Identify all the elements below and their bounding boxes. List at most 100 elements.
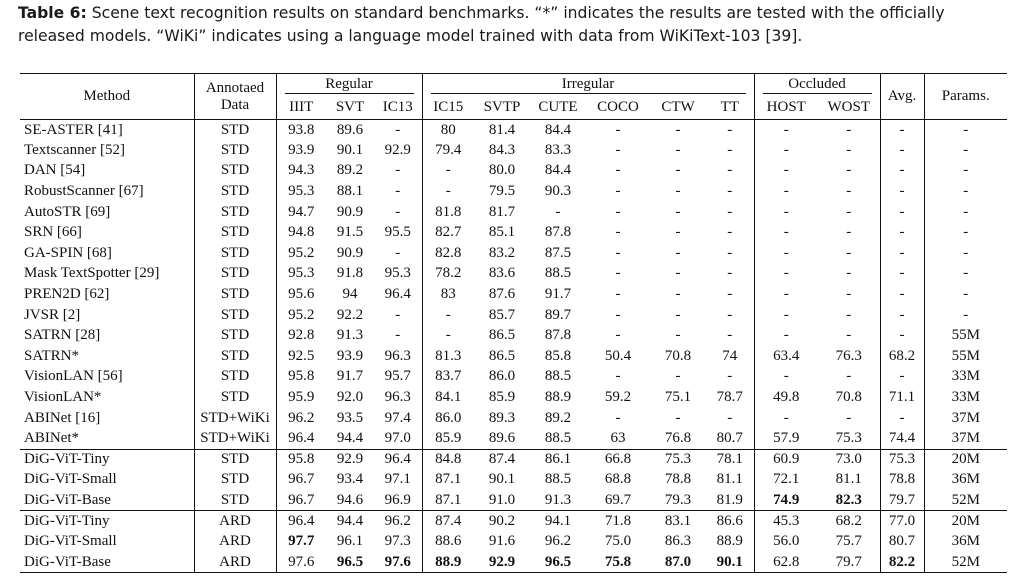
cell-params: - — [963, 286, 969, 303]
cell-method: VisionLAN [56] — [20, 366, 195, 388]
cell-params: 36M — [951, 533, 980, 550]
table-row: DiG-ViT-Base ARD 97.6 96.5 97.6 88.9 92.9 96.5 7… — [20, 551, 1007, 574]
cell-cute: 96.5 — [530, 551, 586, 574]
cell-cute: 96.2 — [544, 533, 572, 550]
cell-host: - — [783, 368, 789, 385]
cell-wost: - — [818, 160, 881, 182]
cell-iiit: 96.4 — [276, 510, 326, 532]
cell-avg: 82.2 — [880, 551, 925, 574]
header-col-ic15: IC15 — [433, 98, 464, 115]
cell-svt: 89.2 — [336, 162, 364, 179]
cell-svt: 93.5 — [336, 409, 364, 426]
cell-data: STD — [194, 222, 277, 244]
cell-cute: 89.7 — [544, 306, 572, 323]
cell-data: STD — [194, 448, 277, 470]
cell-data: STD — [194, 160, 277, 182]
cell-host: - — [783, 306, 789, 323]
cell-tt: 88.9 — [706, 531, 755, 552]
cell-wost: - — [818, 140, 881, 161]
cell-ic13: 97.4 — [374, 407, 423, 429]
cell-host: 57.9 — [773, 429, 800, 446]
cell-host: 63.4 — [773, 347, 800, 364]
cell-svt: 92.2 — [336, 306, 364, 323]
cell-tt: 78.1 — [706, 448, 755, 470]
cell-ic15-bold: 88.9 — [435, 553, 462, 570]
cell-ic13: 96.9 — [374, 490, 423, 511]
cell-wost: - — [818, 304, 881, 326]
cell-wost: 79.7 — [818, 551, 881, 574]
cell-svtp: 81.4 — [474, 119, 530, 141]
cell-svt: 91.8 — [336, 265, 364, 282]
cell-params: - — [963, 203, 969, 220]
cell-coco: - — [615, 368, 621, 385]
cell-ic15: - — [445, 327, 451, 344]
table-row: AutoSTR [69] STD 94.7 90.9-81.8 81.7- - - - - - - - — [20, 201, 1007, 223]
cell-coco: - — [615, 265, 621, 282]
cell-ic13: - — [374, 119, 423, 141]
table-body: SE-ASTER [41] STD 93.8 89.6-80 81.4 84.4- - - - -… — [20, 119, 1007, 574]
cell-ic13-bold: 97.6 — [384, 553, 411, 570]
cell-data: STD — [194, 263, 277, 285]
cell-cute: 90.3 — [544, 183, 572, 200]
cell-avg: 78.8 — [880, 469, 925, 491]
cell-svtp: 87.4 — [474, 448, 530, 470]
cell-wost: - — [818, 119, 881, 141]
cell-iiit: 93.9 — [288, 141, 315, 158]
cell-tt: 90.1 — [706, 551, 755, 574]
cell-svt: 94.4 — [326, 510, 374, 532]
table-header: Method Annotaed Data Regular Irregular O… — [20, 73, 1007, 120]
cell-svt: 90.9 — [336, 244, 364, 261]
cell-wost: 70.8 — [818, 387, 881, 408]
cell-ctw: 75.1 — [664, 389, 692, 406]
table-row: PREN2D [62] STD 95.6 94 96.4 83 87.6 91.7- - - - - -… — [20, 284, 1007, 305]
table-row: DiG-ViT-Tiny STD 95.8 92.9 96.4 84.8 87.4 86.1 6… — [20, 448, 1007, 470]
cell-data: STD — [194, 284, 277, 305]
cell-ctw: 70.8 — [664, 347, 692, 364]
table-row: DiG-ViT-Base STD 96.7 94.6 96.9 87.1 91.0 91.3 6… — [20, 490, 1007, 511]
cell-svtp: 79.5 — [488, 183, 516, 200]
cell-iiit: 93.8 — [276, 119, 326, 141]
cell-iiit: 95.8 — [276, 448, 326, 470]
cell-cute: 89.2 — [544, 409, 572, 426]
cell-svt: 91.5 — [336, 224, 364, 241]
cell-ic15: 86.0 — [435, 409, 462, 426]
cell-ic15: 78.2 — [435, 265, 462, 282]
cell-cute: 85.8 — [544, 347, 572, 364]
cell-host: - — [783, 183, 789, 200]
header-annotated-line1: Annotaed — [205, 79, 265, 96]
cell-method: RobustScanner [67] — [20, 181, 195, 202]
cell-ic13: 96.4 — [374, 284, 423, 305]
cell-data: ARD — [194, 551, 277, 574]
cell-svtp: 83.2 — [488, 244, 516, 261]
cell-iiit: 95.2 — [288, 306, 315, 323]
cell-method: ABINet [16] — [20, 407, 195, 429]
cell-cute: 94.1 — [530, 510, 586, 532]
cell-data: STD — [194, 119, 277, 141]
cell-host-bold: 74.9 — [773, 491, 800, 508]
cell-svt: 93.9 — [336, 347, 364, 364]
cell-params: - — [924, 119, 1007, 141]
cell-wost: 82.3 — [818, 490, 881, 511]
cell-cute: 88.9 — [544, 389, 572, 406]
cell-ctw: - — [675, 368, 681, 385]
cell-cute: 87.8 — [544, 327, 572, 344]
cell-wost: 76.3 — [818, 346, 881, 367]
cell-iiit: 94.3 — [288, 162, 315, 179]
cell-params: 52M — [924, 551, 1007, 574]
cell-coco: - — [615, 286, 621, 303]
header-method: Method — [20, 73, 195, 120]
cell-data: STD — [194, 140, 277, 161]
cell-coco: - — [615, 183, 621, 200]
cell-wost-bold: 82.3 — [835, 491, 862, 508]
cell-method: DiG-ViT-Base — [20, 490, 195, 511]
header-group-occluded: Occluded — [754, 73, 881, 96]
cell-avg: - — [880, 325, 925, 347]
cell-svt: 92.9 — [326, 448, 374, 470]
cell-data: STD — [194, 346, 277, 367]
header-col-coco: COCO — [597, 98, 639, 115]
header-avg: Avg. — [880, 73, 925, 120]
cell-ic15: - — [445, 162, 451, 179]
cell-method: AutoSTR [69] — [20, 201, 195, 223]
cell-params: 55M — [951, 327, 980, 344]
cell-ic15: 81.8 — [435, 203, 462, 220]
